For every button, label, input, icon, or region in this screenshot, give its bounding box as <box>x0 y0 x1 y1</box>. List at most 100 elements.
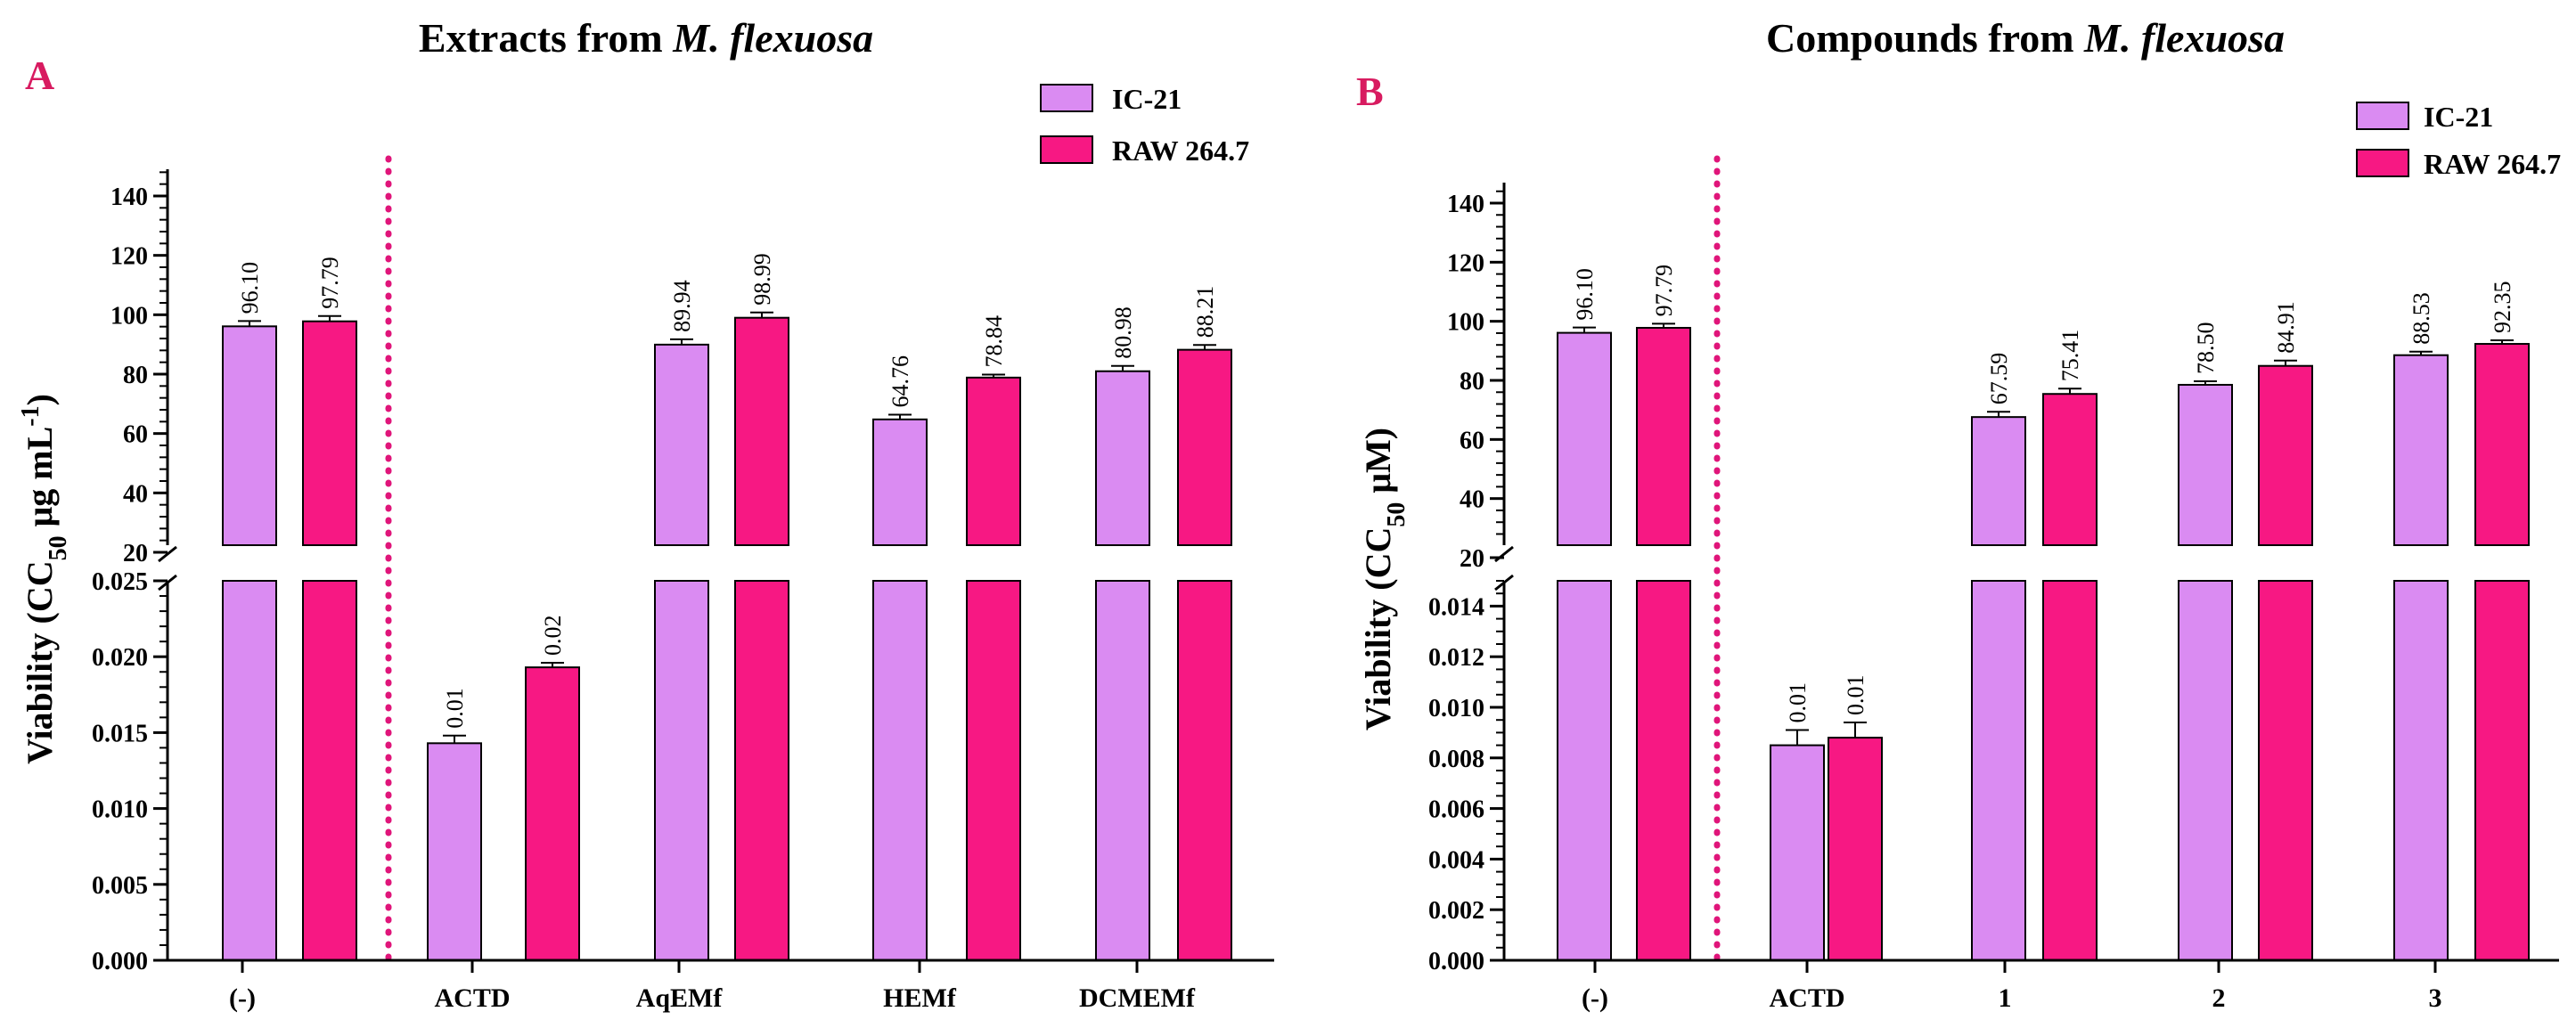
bar-raw-1 <box>525 666 580 961</box>
category-label: 3 <box>2429 983 2442 1013</box>
tick-label: 0.004 <box>1428 846 1484 874</box>
tick-label: 0.010 <box>1428 695 1484 722</box>
data-label: 96.10 <box>237 262 263 314</box>
legend-swatch-raw <box>1040 135 1093 164</box>
panel-a-title: Extracts from M. flexuosa <box>419 15 873 61</box>
bar-ic21-2-lower <box>1971 580 2026 961</box>
legend-swatch-ic21 <box>1040 84 1093 112</box>
panel-a-letter: A <box>25 53 54 98</box>
tick-label: 80 <box>1460 368 1484 396</box>
data-label: 0.01 <box>1785 682 1811 723</box>
bar-raw-0-upper <box>1636 326 1691 546</box>
tick-label: 0.025 <box>92 568 148 596</box>
legend-swatch-ic21 <box>2356 102 2409 130</box>
bar-raw-1 <box>1828 737 1883 962</box>
data-label: 80.98 <box>1110 306 1136 359</box>
bar-ic21-0-upper <box>222 325 277 547</box>
tick-label: 100 <box>1447 309 1484 337</box>
category-label: AqEMf <box>636 983 724 1013</box>
tick-label: 60 <box>123 421 148 449</box>
bar-ic21-3-upper <box>872 418 928 546</box>
panel-a-plot: 96.10 0.01 89.94 64.76 80.98 97.79 0.02 98.99 78… <box>92 155 1274 1013</box>
tick-label: 60 <box>1460 427 1484 454</box>
bar-raw-0-upper <box>302 320 357 547</box>
panel-b-title-prefix: Compounds from <box>1766 15 2084 61</box>
tick-label: 0.000 <box>92 948 148 975</box>
tick-label: 140 <box>110 184 148 211</box>
bar-raw-3-lower <box>2258 580 2313 961</box>
bar-ic21-4-lower <box>2393 580 2449 961</box>
bar-raw-4-upper <box>2474 343 2530 546</box>
data-label: 75.41 <box>2057 330 2083 382</box>
axis-break-mark <box>1494 545 1514 563</box>
data-label: 0.02 <box>540 616 566 657</box>
category-label: 2 <box>2212 983 2226 1013</box>
legend-label-ic21: IC-21 <box>2424 101 2493 133</box>
tick-label: 0.015 <box>92 720 148 747</box>
tick-label: 0.010 <box>92 796 148 824</box>
panel-b-legend: IC-21 RAW 264.7 <box>2356 101 2561 180</box>
bar-raw-3-upper <box>2258 364 2313 547</box>
bar-ic21-2-upper <box>654 343 709 546</box>
tick-label: 0.008 <box>1428 746 1484 773</box>
axis-break-mark <box>1494 574 1514 592</box>
legend-label-raw: RAW 264.7 <box>2424 148 2561 180</box>
bar-ic21-0-upper <box>1557 331 1612 546</box>
tick-label: 0.002 <box>1428 897 1484 925</box>
axis-break-mark <box>158 545 177 563</box>
panel-a-ylabel: Viability (CC50 μg mL-1) <box>17 394 72 764</box>
bar-raw-0-lower <box>1636 580 1691 961</box>
tick-label: 40 <box>1460 486 1484 514</box>
data-label: 96.10 <box>1572 268 1598 321</box>
data-label: 0.01 <box>442 688 468 729</box>
bar-ic21-0-lower <box>1557 580 1612 961</box>
tick-label: 20 <box>1460 545 1484 573</box>
bar-raw-3-lower <box>966 580 1021 961</box>
tick-label: 0.020 <box>92 644 148 672</box>
bar-ic21-3-upper <box>2178 383 2233 546</box>
category-label: (-) <box>229 983 256 1013</box>
data-label: 88.21 <box>1192 286 1218 339</box>
bar-raw-4-lower <box>2474 580 2530 961</box>
bar-raw-2-upper <box>2042 393 2098 547</box>
bar-ic21-0-lower <box>222 580 277 961</box>
category-label: HEMf <box>883 983 957 1013</box>
panel-b-ylabel: Viability (CC50 μM) <box>1358 428 1411 730</box>
bar-raw-0-lower <box>302 580 357 961</box>
data-label: 84.91 <box>2273 301 2299 354</box>
panel-a-title-prefix: Extracts from <box>419 15 673 61</box>
data-label: 98.99 <box>749 253 775 306</box>
bar-ic21-4-upper <box>2393 354 2449 546</box>
legend-label-raw: RAW 264.7 <box>1112 135 1249 167</box>
panel-a: A Extracts from M. flexuosa Viability (C… <box>17 15 1250 764</box>
panel-a-title-italic: M. flexuosa <box>672 15 873 61</box>
tick-label: 20 <box>123 540 148 567</box>
bar-ic21-4-lower <box>1095 580 1150 961</box>
bar-raw-2-upper <box>734 316 789 547</box>
panel-b-title: Compounds from M. flexuosa <box>1766 15 2285 61</box>
data-label: 89.94 <box>669 280 695 332</box>
bar-raw-4-upper <box>1177 348 1232 546</box>
bar-ic21-3-lower <box>872 580 928 961</box>
data-label: 97.79 <box>317 257 343 309</box>
bar-raw-2-lower <box>734 580 789 961</box>
data-label: 92.35 <box>2490 281 2515 334</box>
tick-label: 0.012 <box>1428 644 1484 672</box>
data-label: 97.79 <box>1651 265 1677 317</box>
category-label: DCMEMf <box>1079 983 1196 1013</box>
data-label: 78.84 <box>981 315 1007 368</box>
bar-ic21-1 <box>427 742 482 961</box>
category-label: 1 <box>1999 983 2012 1013</box>
data-label: 78.50 <box>2193 322 2219 374</box>
bar-ic21-3-lower <box>2178 580 2233 961</box>
legend-label-ic21: IC-21 <box>1112 83 1182 115</box>
data-label: 67.59 <box>1986 353 2012 405</box>
bar-raw-4-lower <box>1177 580 1232 961</box>
data-label: 0.01 <box>1843 675 1869 716</box>
legend-swatch-raw <box>2356 149 2409 177</box>
tick-label: 100 <box>110 302 148 330</box>
panel-b-letter: B <box>1356 69 1384 114</box>
axis-break-mark <box>158 574 177 592</box>
category-label: (-) <box>1582 983 1608 1013</box>
panel-b-plot: 96.10 0.01 67.59 78.50 88.53 97.79 0.01 75.41 84… <box>1428 155 2559 1013</box>
